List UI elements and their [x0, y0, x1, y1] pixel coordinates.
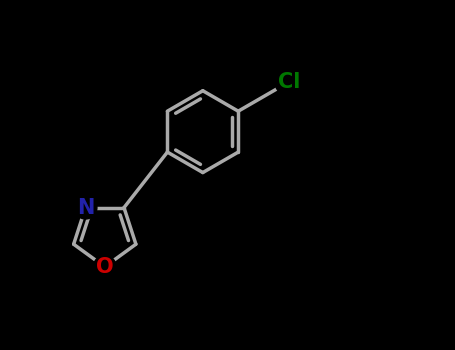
Text: O: O	[96, 257, 114, 277]
Circle shape	[93, 256, 116, 278]
Circle shape	[74, 196, 97, 219]
Text: Cl: Cl	[278, 72, 301, 92]
Circle shape	[275, 67, 304, 96]
Text: N: N	[77, 198, 94, 218]
